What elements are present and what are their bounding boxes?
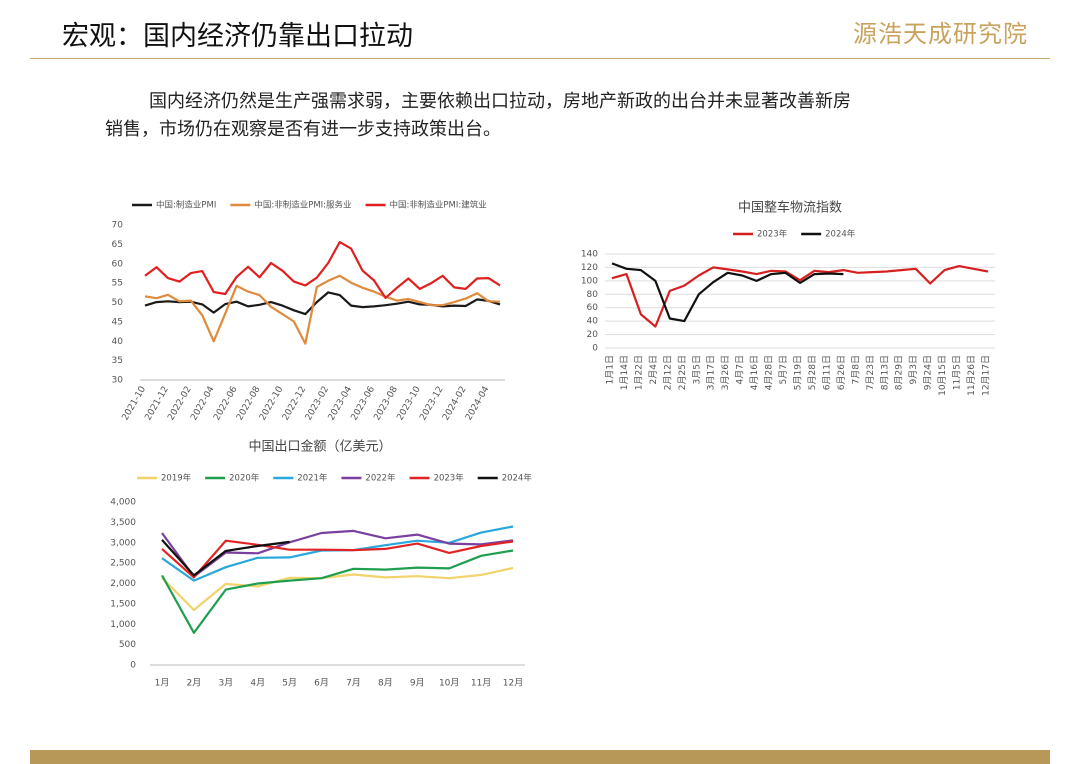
- paragraph-line: 国内经济仍然是生产强需求弱，主要依赖出口拉动，房地产新政的出台并未显著改善新房: [149, 91, 851, 112]
- chart-title: 中国出口金额（亿美元）: [248, 439, 391, 455]
- series-line: [611, 265, 989, 328]
- series-line: [161, 529, 514, 578]
- y-tick-label: 500: [119, 640, 136, 650]
- series-line: [161, 539, 514, 579]
- x-tick-label: 5月: [282, 678, 297, 689]
- y-tick-label: 2,000: [110, 579, 136, 589]
- y-tick-label: 140: [581, 250, 598, 260]
- legend-label: 中国:非制造业PMI:建筑业: [390, 200, 487, 211]
- y-tick-label: 1,000: [110, 620, 136, 630]
- y-tick-label: 40: [112, 337, 124, 347]
- series-line: [144, 274, 501, 345]
- series-line: [161, 566, 514, 612]
- y-tick-label: 4,000: [110, 498, 136, 508]
- x-tick-label: 5月19日: [793, 355, 804, 390]
- legend-label: 2020年: [229, 473, 260, 484]
- x-tick-label: 9月24日: [923, 355, 934, 390]
- y-tick-label: 0: [130, 661, 136, 671]
- x-tick-label: 2月4日: [648, 355, 659, 384]
- legend-label: 中国:非制造业PMI:服务业: [254, 200, 351, 211]
- x-tick-label: 3月17日: [706, 355, 717, 390]
- header-rule: [30, 58, 1050, 59]
- x-tick-label: 9月: [410, 678, 425, 689]
- paragraph-line: 销售，市场仍在观察是否有进一步支持政策出台。: [105, 119, 501, 140]
- x-tick-label: 7月: [346, 678, 361, 689]
- y-tick-label: 30: [112, 376, 124, 386]
- y-tick-label: 70: [112, 221, 124, 231]
- legend-label: 2024年: [502, 473, 533, 484]
- x-tick-label: 10月15日: [937, 355, 948, 396]
- paragraph: 国内经济仍然是生产强需求弱，主要依赖出口拉动，房地产新政的出台并未显著改善新房 …: [105, 88, 1045, 144]
- logo: 源浩天成研究院: [853, 20, 1028, 48]
- x-tick-label: 4月: [250, 678, 265, 689]
- x-tick-label: 10月: [439, 678, 459, 689]
- y-tick-label: 80: [587, 290, 599, 300]
- series-line: [161, 549, 514, 634]
- y-tick-label: 1,500: [110, 599, 136, 609]
- x-tick-label: 2月25日: [677, 355, 688, 390]
- x-tick-label: 8月29日: [894, 355, 905, 390]
- y-tick-label: 60: [112, 259, 124, 269]
- x-tick-label: 12月17日: [981, 355, 992, 396]
- x-tick-label: 6月26日: [836, 355, 847, 390]
- legend-label: 2019年: [161, 473, 192, 484]
- footer-bar: [30, 750, 1050, 764]
- x-tick-label: 11月: [471, 678, 491, 689]
- legend-label: 2023年: [757, 229, 788, 240]
- x-tick-label: 4月7日: [735, 355, 746, 384]
- slide-title: 宏观：国内经济仍靠出口拉动: [62, 21, 413, 52]
- y-tick-label: 120: [581, 263, 598, 273]
- x-tick-label: 4月16日: [749, 355, 760, 390]
- x-tick-label: 3月26日: [720, 355, 731, 390]
- y-tick-label: 45: [112, 317, 123, 327]
- x-tick-label: 1月14日: [619, 355, 630, 390]
- x-tick-label: 12月: [503, 678, 523, 689]
- y-tick-label: 20: [587, 330, 599, 340]
- y-tick-label: 3,000: [110, 538, 136, 548]
- x-tick-label: 7月23日: [865, 355, 876, 390]
- x-tick-label: 4月28日: [764, 355, 775, 390]
- x-tick-label: 7月8日: [850, 355, 861, 384]
- y-tick-label: 35: [112, 356, 123, 366]
- x-tick-label: 1月1日: [605, 355, 616, 384]
- x-tick-label: 3月5日: [691, 355, 702, 384]
- legend-label: 2024年: [825, 229, 856, 240]
- y-tick-label: 0: [592, 344, 598, 354]
- y-tick-label: 3,500: [110, 518, 136, 528]
- x-tick-label: 11月5日: [952, 355, 963, 390]
- x-tick-label: 2月: [187, 678, 202, 689]
- legend-label: 2023年: [434, 473, 465, 484]
- y-tick-label: 60: [587, 303, 599, 313]
- legend-label: 中国:制造业PMI: [156, 200, 216, 211]
- legend-label: 2021年: [297, 473, 328, 484]
- x-tick-label: 9月3日: [908, 355, 919, 384]
- x-tick-label: 6月11日: [821, 355, 832, 390]
- y-tick-label: 100: [581, 276, 598, 286]
- x-tick-label: 3月: [218, 678, 233, 689]
- x-tick-label: 1月: [155, 678, 170, 689]
- y-tick-label: 55: [112, 279, 123, 289]
- x-tick-label: 5月7日: [778, 355, 789, 384]
- series-line: [161, 539, 290, 577]
- series-line: [144, 241, 501, 299]
- legend-label: 2022年: [365, 473, 396, 484]
- x-tick-label: 8月13日: [879, 355, 890, 390]
- x-tick-label: 2月12日: [662, 355, 673, 390]
- x-tick-label: 8月: [378, 678, 393, 689]
- y-tick-label: 2,500: [110, 559, 136, 569]
- x-tick-label: 6月: [314, 678, 329, 689]
- series-line: [611, 262, 844, 323]
- y-tick-label: 50: [112, 298, 124, 308]
- x-tick-label: 11月26日: [966, 355, 977, 396]
- y-tick-label: 40: [587, 317, 599, 327]
- x-tick-label: 1月22日: [633, 355, 644, 390]
- chart-title: 中国整车物流指数: [738, 200, 842, 216]
- y-tick-label: 65: [112, 240, 123, 250]
- x-tick-label: 5月28日: [807, 355, 818, 390]
